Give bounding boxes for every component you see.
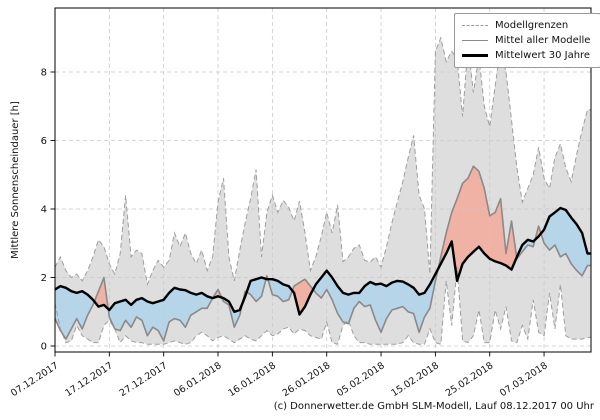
- x-tick-label: 27.12.2017: [118, 360, 170, 399]
- legend: Modellgrenzen Mittel aller Modelle Mitte…: [454, 13, 600, 68]
- legend-label: Modellgrenzen: [495, 20, 569, 31]
- black-line-swatch: [462, 54, 488, 57]
- below-normal-fill: [541, 208, 591, 276]
- legend-entry-modellgrenzen: Modellgrenzen: [462, 18, 594, 33]
- x-tick-label: 17.12.2017: [63, 360, 115, 399]
- y-tick-label: 6: [41, 136, 47, 147]
- x-tick-label: 15.02.2018: [389, 360, 441, 399]
- y-tick-label: 8: [41, 68, 47, 79]
- below-normal-fill: [55, 286, 95, 340]
- y-tick-label: 4: [41, 205, 47, 216]
- y-axis-title: Mittlere Sonnenscheindauer [h]: [10, 101, 21, 259]
- legend-label: Mittelwert 30 Jahre: [495, 50, 591, 61]
- plot-frame: [54, 7, 592, 353]
- legend-label: Mittel aller Modelle: [495, 35, 591, 46]
- y-tick-label: 2: [41, 273, 47, 284]
- copyright-credit: (c) Donnerwetter.de GmbH SLM-Modell, Lau…: [273, 401, 594, 412]
- below-normal-fill: [516, 239, 535, 259]
- model-range-band: [55, 37, 591, 345]
- y-tick-label: 0: [41, 342, 47, 353]
- below-normal-fill: [108, 287, 213, 341]
- legend-entry-mittel-aller-modelle: Mittel aller Modelle: [462, 33, 594, 48]
- x-tick-label: 07.12.2017: [9, 360, 61, 399]
- legend-entry-mittelwert-30-jahre: Mittelwert 30 Jahre: [462, 48, 594, 63]
- below-normal-fill: [267, 279, 293, 302]
- gray-line-swatch: [462, 40, 488, 41]
- dashed-line-swatch: [462, 25, 488, 26]
- model-mean-line: [54, 165, 591, 342]
- x-tick-label: 26.01.2018: [281, 360, 333, 399]
- climate-mean-line: [54, 206, 591, 316]
- x-tick-label: 16.01.2018: [226, 360, 278, 399]
- x-tick-label: 25.02.2018: [444, 360, 496, 399]
- above-normal-fill: [438, 166, 517, 281]
- x-tick-label: 05.02.2018: [335, 360, 387, 399]
- x-tick-label: 06.01.2018: [172, 360, 224, 399]
- x-tick-label: 07.03.2018: [498, 360, 550, 399]
